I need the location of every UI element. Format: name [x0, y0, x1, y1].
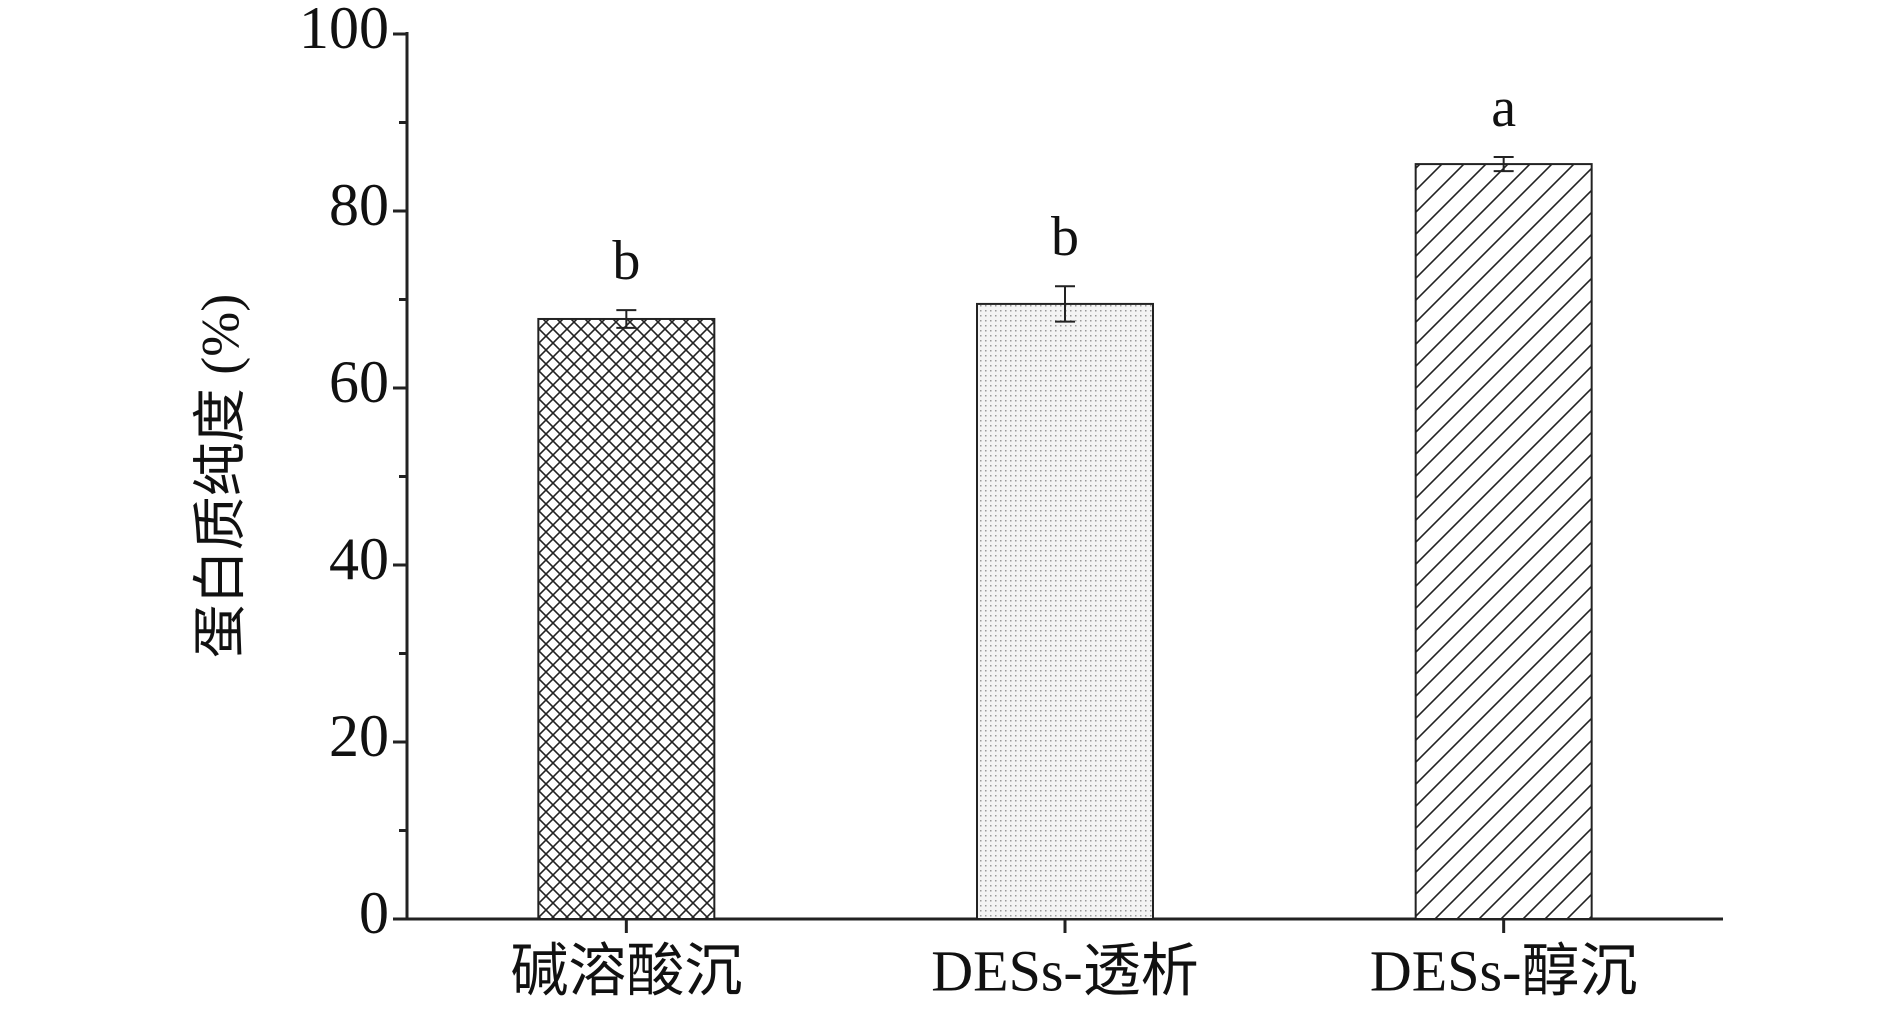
significance-label: a: [1491, 77, 1516, 139]
bar: [537, 317, 716, 921]
y-tick-label: 0: [359, 880, 389, 946]
y-tick-label: 100: [299, 0, 389, 61]
y-tick-label: 60: [329, 349, 389, 415]
significance-label: b: [612, 230, 640, 292]
y-tick-label: 20: [329, 703, 389, 769]
y-tick-label: 80: [329, 172, 389, 238]
x-tick-label: DESs-醇沉: [1370, 938, 1637, 1003]
y-tick-label: 40: [329, 526, 389, 592]
x-tick-label: 碱溶酸沉: [510, 938, 742, 1003]
y-axis-label: 蛋白质纯度 (%): [190, 294, 250, 658]
x-tick-label: DESs-透析: [931, 938, 1198, 1003]
bar: [1414, 163, 1593, 921]
significance-label: b: [1051, 206, 1079, 268]
bar: [976, 302, 1154, 920]
